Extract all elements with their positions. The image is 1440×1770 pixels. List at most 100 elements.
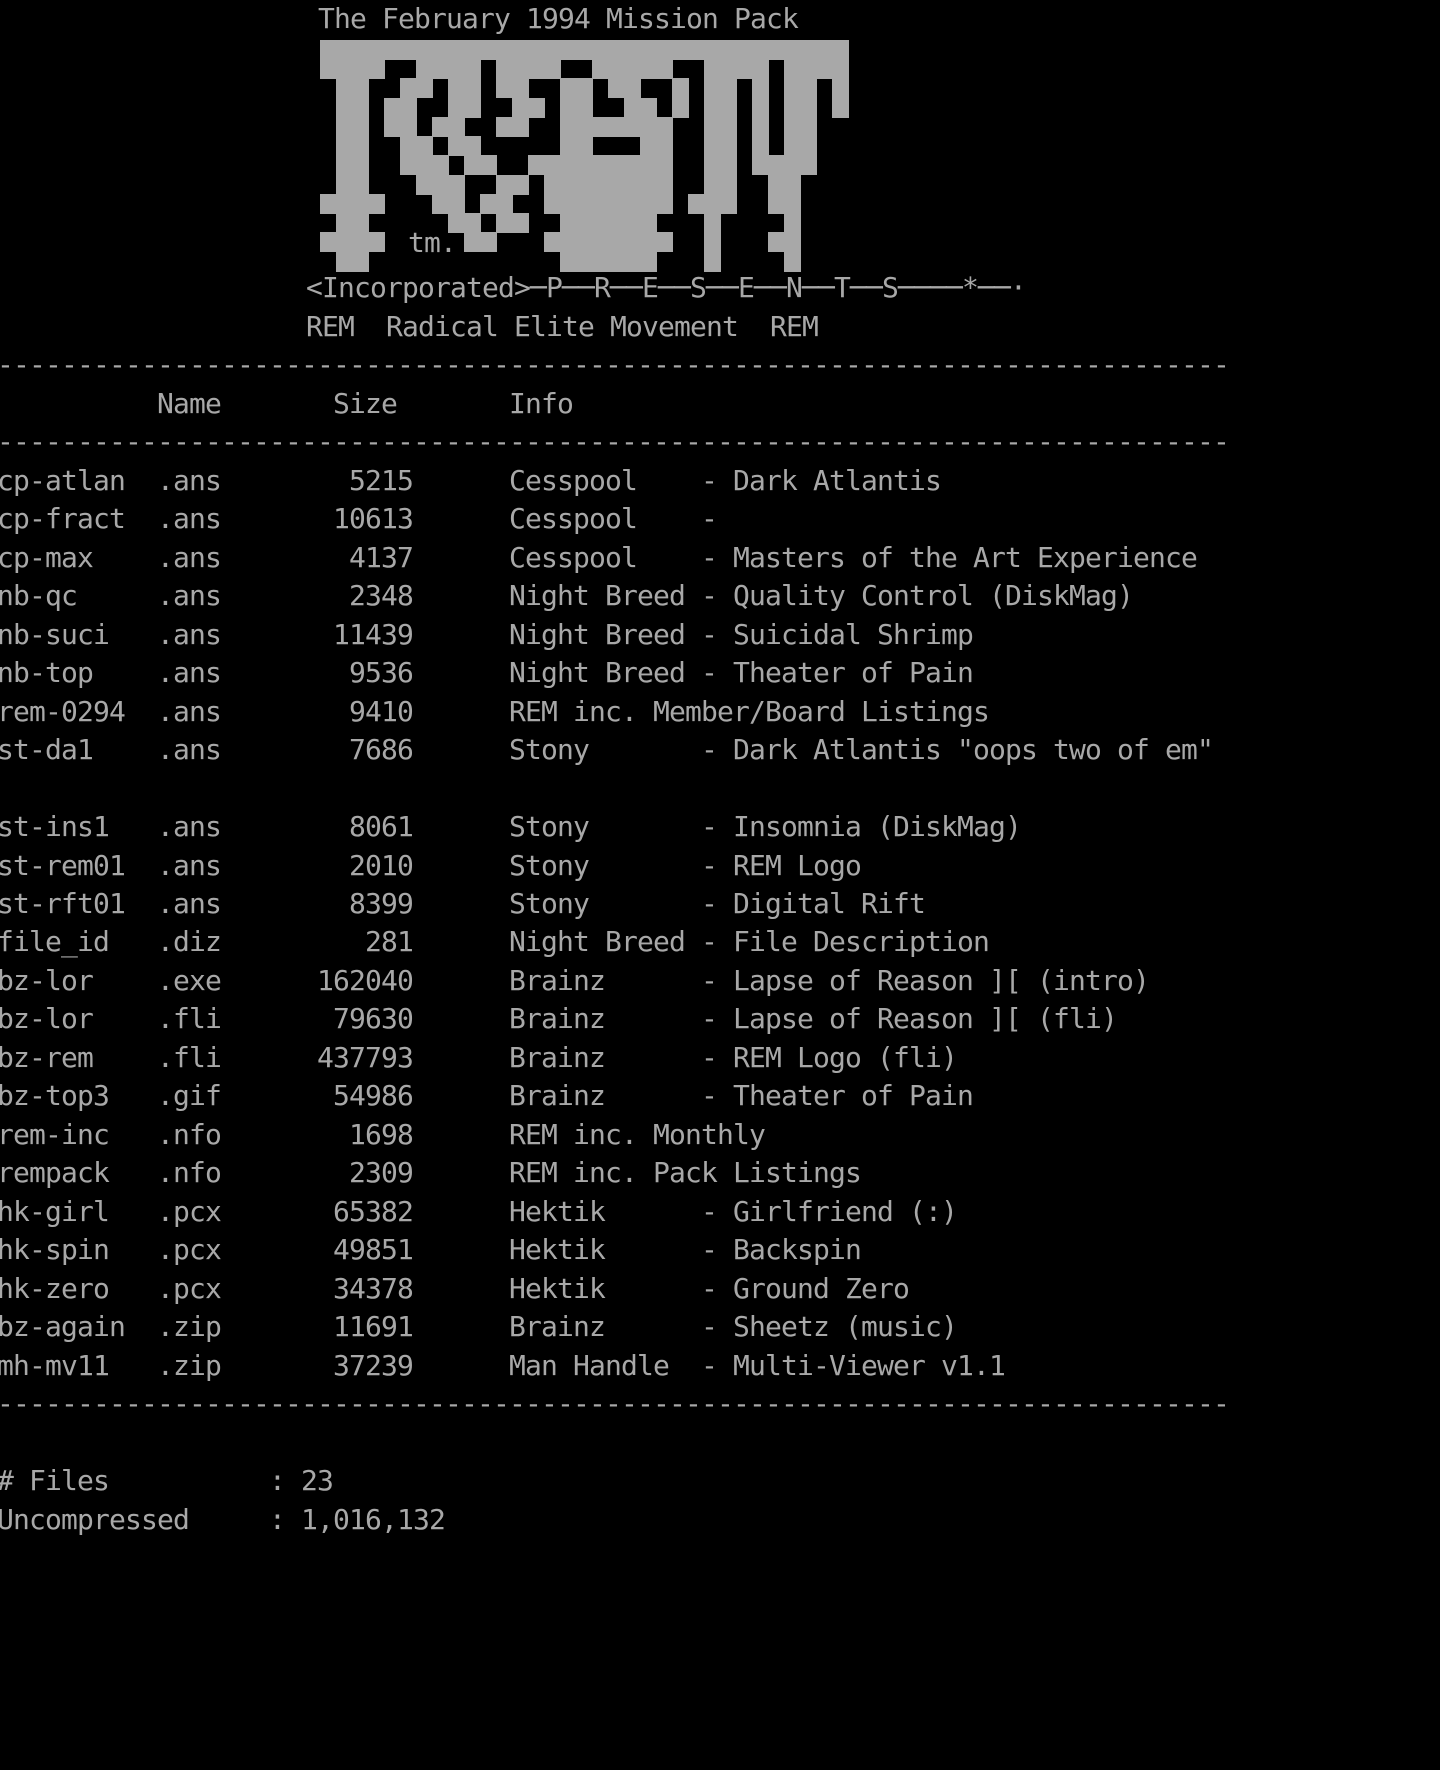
logo-block bbox=[528, 97, 545, 118]
file-row: st-da1 .ans 7686 Stony - Dark Atlantis "… bbox=[0, 733, 1214, 767]
logo-block bbox=[448, 116, 465, 137]
logo-block bbox=[512, 116, 529, 137]
logo-block bbox=[640, 40, 657, 60]
logo-block bbox=[640, 232, 657, 253]
logo-block bbox=[400, 155, 417, 176]
logo-block bbox=[704, 78, 721, 99]
logo-block bbox=[784, 251, 801, 272]
logo-block bbox=[416, 155, 433, 176]
logo-block bbox=[352, 116, 369, 137]
logo-block bbox=[560, 174, 577, 195]
logo-block bbox=[752, 59, 769, 80]
logo-block bbox=[544, 193, 561, 214]
logo-block bbox=[656, 59, 673, 80]
table-header-row: Name Size Info bbox=[0, 386, 574, 420]
file-row: bz-again .zip 11691 Brainz - Sheetz (mus… bbox=[0, 1310, 958, 1344]
logo-block bbox=[800, 59, 817, 80]
logo-block bbox=[496, 78, 513, 99]
logo-block bbox=[704, 155, 721, 176]
logo-block bbox=[432, 155, 449, 176]
logo-block bbox=[512, 78, 529, 99]
logo-block bbox=[672, 97, 689, 118]
file-row: rem-inc .nfo 1698 REM inc. Monthly bbox=[0, 1117, 766, 1151]
logo-block bbox=[672, 78, 689, 99]
logo-block bbox=[720, 40, 737, 60]
logo-block bbox=[784, 155, 801, 176]
logo-block bbox=[336, 251, 353, 272]
group-name-line: REM Radical Elite Movement REM bbox=[306, 309, 819, 343]
logo-block bbox=[576, 174, 593, 195]
logo-block bbox=[528, 155, 545, 176]
logo-block bbox=[608, 174, 625, 195]
logo-block bbox=[592, 59, 609, 80]
logo-block bbox=[320, 40, 337, 60]
logo-block bbox=[336, 78, 353, 99]
logo-block bbox=[640, 174, 657, 195]
logo-block bbox=[624, 59, 641, 80]
logo-block bbox=[608, 40, 625, 60]
logo-block bbox=[368, 232, 385, 253]
logo-block bbox=[608, 232, 625, 253]
file-row: mh-mv11 .zip 37239 Man Handle - Multi-Vi… bbox=[0, 1348, 1006, 1382]
logo-block bbox=[432, 193, 449, 214]
file-row: hk-girl .pcx 65382 Hektik - Girlfriend (… bbox=[0, 1194, 958, 1228]
logo-block bbox=[512, 59, 529, 80]
logo-block bbox=[336, 40, 353, 60]
logo-block bbox=[352, 193, 369, 214]
logo-block bbox=[576, 155, 593, 176]
file-row: hk-zero .pcx 34378 Hektik - Ground Zero bbox=[0, 1271, 910, 1305]
logo-block bbox=[336, 155, 353, 176]
logo-block bbox=[560, 232, 577, 253]
logo-block bbox=[336, 213, 353, 234]
logo-block bbox=[768, 232, 785, 253]
logo-block bbox=[336, 174, 353, 195]
logo-block bbox=[320, 232, 337, 253]
logo-block bbox=[464, 59, 481, 80]
logo-block bbox=[768, 193, 785, 214]
logo-block bbox=[624, 155, 641, 176]
logo-block bbox=[704, 116, 721, 137]
rem-logo-pixel-art bbox=[320, 40, 849, 272]
logo-block bbox=[784, 116, 801, 137]
file-row: rempack .nfo 2309 REM inc. Pack Listings bbox=[0, 1156, 862, 1190]
logo-block bbox=[464, 232, 481, 253]
logo-block bbox=[704, 136, 721, 157]
logo-block bbox=[624, 232, 641, 253]
logo-block bbox=[704, 40, 721, 60]
logo-block bbox=[368, 40, 385, 60]
divider-bottom: ----------------------------------------… bbox=[0, 1387, 1230, 1421]
logo-block bbox=[656, 174, 673, 195]
logo-block bbox=[576, 232, 593, 253]
logo-block bbox=[496, 213, 513, 234]
logo-block bbox=[560, 155, 577, 176]
logo-block bbox=[384, 40, 401, 60]
logo-block bbox=[640, 193, 657, 214]
logo-block bbox=[336, 97, 353, 118]
logo-block bbox=[560, 78, 577, 99]
logo-block bbox=[784, 174, 801, 195]
logo-block bbox=[512, 174, 529, 195]
logo-block bbox=[608, 78, 625, 99]
logo-block bbox=[784, 232, 801, 253]
logo-block bbox=[464, 213, 481, 234]
logo-block bbox=[480, 155, 497, 176]
logo-block bbox=[400, 136, 417, 157]
logo-block bbox=[784, 193, 801, 214]
file-row: bz-rem .fli 437793 Brainz - REM Logo (fl… bbox=[0, 1040, 958, 1074]
logo-block bbox=[736, 40, 753, 60]
logo-block bbox=[704, 232, 721, 253]
file-row: file_id .diz 281 Night Breed - File Desc… bbox=[0, 925, 990, 959]
logo-block bbox=[784, 136, 801, 157]
logo-block bbox=[800, 97, 817, 118]
logo-block bbox=[480, 232, 497, 253]
logo-block bbox=[352, 174, 369, 195]
logo-block bbox=[464, 155, 481, 176]
logo-block bbox=[352, 78, 369, 99]
logo-block bbox=[352, 97, 369, 118]
logo-block bbox=[640, 251, 657, 272]
logo-block bbox=[592, 155, 609, 176]
logo-block bbox=[640, 116, 657, 137]
logo-block bbox=[496, 59, 513, 80]
logo-block bbox=[704, 193, 721, 214]
